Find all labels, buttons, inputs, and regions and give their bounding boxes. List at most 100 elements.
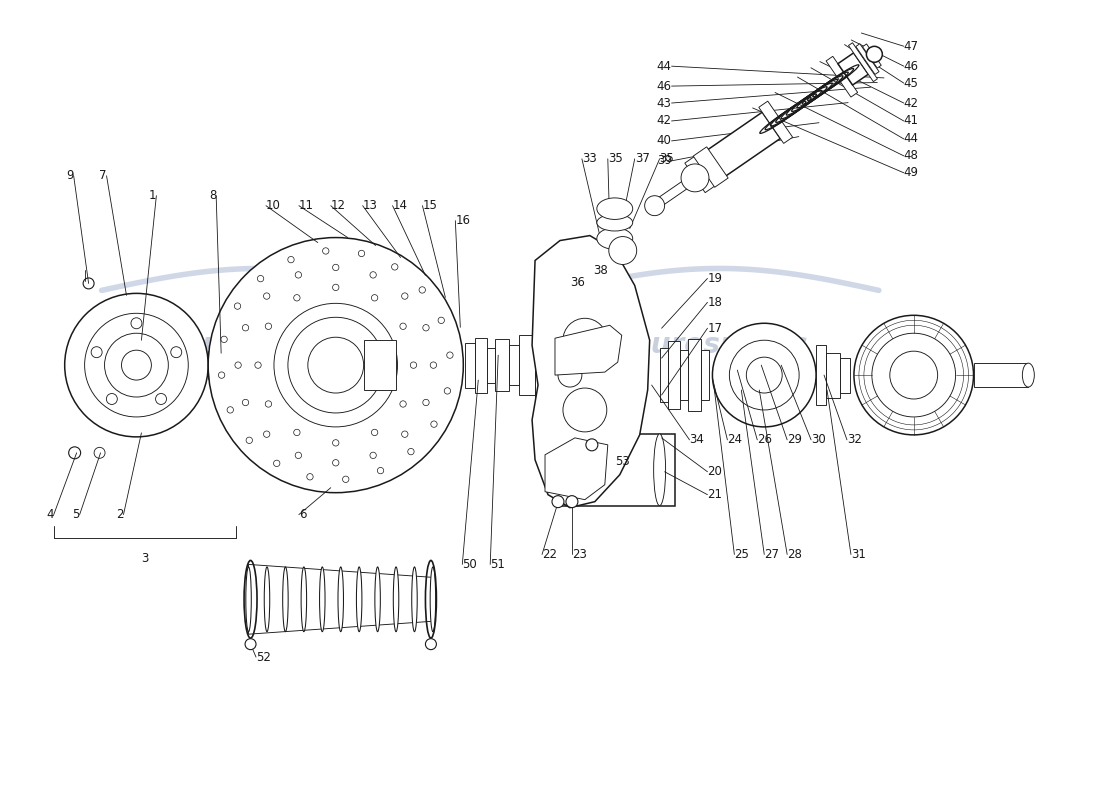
Text: 38: 38 xyxy=(593,264,608,277)
Circle shape xyxy=(219,372,224,378)
Circle shape xyxy=(308,338,364,393)
Polygon shape xyxy=(556,326,622,375)
Circle shape xyxy=(332,284,339,290)
Circle shape xyxy=(65,294,208,437)
Circle shape xyxy=(563,388,607,432)
Circle shape xyxy=(288,257,294,263)
Polygon shape xyxy=(856,44,879,74)
Circle shape xyxy=(419,286,426,293)
Ellipse shape xyxy=(301,567,307,632)
Circle shape xyxy=(121,350,152,380)
Text: 21: 21 xyxy=(707,488,723,501)
Circle shape xyxy=(400,323,406,330)
Text: 43: 43 xyxy=(657,97,672,110)
Circle shape xyxy=(265,401,272,407)
Ellipse shape xyxy=(597,198,632,219)
Ellipse shape xyxy=(411,567,417,632)
Text: 8: 8 xyxy=(209,190,217,202)
Circle shape xyxy=(890,351,937,399)
Ellipse shape xyxy=(1022,363,1034,387)
Text: 10: 10 xyxy=(266,199,280,212)
Text: eurospares: eurospares xyxy=(174,331,349,359)
Text: 46: 46 xyxy=(657,79,672,93)
Text: 12: 12 xyxy=(331,199,345,212)
Circle shape xyxy=(431,421,437,427)
Circle shape xyxy=(447,352,453,358)
Circle shape xyxy=(867,46,882,62)
Text: 36: 36 xyxy=(570,276,585,289)
Circle shape xyxy=(264,293,270,299)
Text: 15: 15 xyxy=(422,199,438,212)
Text: 42: 42 xyxy=(657,114,672,127)
Circle shape xyxy=(322,248,329,254)
Circle shape xyxy=(402,293,408,299)
Bar xyxy=(535,330,553,400)
Ellipse shape xyxy=(264,567,270,632)
Circle shape xyxy=(307,474,314,480)
Circle shape xyxy=(372,294,377,301)
Circle shape xyxy=(872,334,956,417)
Polygon shape xyxy=(532,235,650,508)
Text: 4: 4 xyxy=(46,508,54,521)
Bar xyxy=(840,358,850,393)
Text: 46: 46 xyxy=(904,60,918,73)
Circle shape xyxy=(372,430,377,436)
Text: 23: 23 xyxy=(572,548,586,561)
Polygon shape xyxy=(862,44,881,68)
Circle shape xyxy=(294,294,300,301)
Circle shape xyxy=(565,496,578,508)
Circle shape xyxy=(155,394,166,405)
Bar xyxy=(487,348,495,382)
Text: 39: 39 xyxy=(657,154,672,167)
Circle shape xyxy=(370,452,376,458)
Text: 48: 48 xyxy=(904,150,918,162)
Text: 28: 28 xyxy=(788,548,802,561)
Circle shape xyxy=(713,323,816,427)
Circle shape xyxy=(681,164,708,192)
Text: 49: 49 xyxy=(904,166,918,179)
Bar xyxy=(208,352,308,378)
Bar xyxy=(702,350,710,400)
Text: 26: 26 xyxy=(757,434,772,446)
Circle shape xyxy=(246,437,252,443)
Text: 33: 33 xyxy=(582,152,596,166)
Circle shape xyxy=(170,346,182,358)
Text: 53: 53 xyxy=(615,455,629,468)
Ellipse shape xyxy=(597,228,632,250)
Circle shape xyxy=(370,272,376,278)
Circle shape xyxy=(295,452,301,458)
Text: 5: 5 xyxy=(73,508,79,521)
Circle shape xyxy=(274,460,279,466)
Bar xyxy=(816,345,826,405)
Text: 51: 51 xyxy=(491,558,505,571)
Bar xyxy=(680,350,688,400)
Text: 40: 40 xyxy=(657,134,672,147)
Ellipse shape xyxy=(597,214,632,231)
Circle shape xyxy=(426,638,437,650)
Circle shape xyxy=(608,237,637,265)
Bar xyxy=(688,339,702,411)
Circle shape xyxy=(342,476,349,482)
Text: 50: 50 xyxy=(462,558,477,571)
Circle shape xyxy=(265,323,272,330)
Circle shape xyxy=(84,278,95,289)
Circle shape xyxy=(107,394,118,405)
Polygon shape xyxy=(848,42,878,82)
Bar xyxy=(261,346,270,384)
Circle shape xyxy=(208,238,463,493)
Text: eurospares: eurospares xyxy=(631,331,807,359)
Circle shape xyxy=(332,440,339,446)
Circle shape xyxy=(295,272,301,278)
Circle shape xyxy=(359,250,365,257)
Polygon shape xyxy=(838,53,868,85)
Circle shape xyxy=(257,275,264,282)
Text: 19: 19 xyxy=(707,272,723,285)
Circle shape xyxy=(392,264,398,270)
Circle shape xyxy=(552,496,564,508)
Polygon shape xyxy=(826,56,858,97)
Text: 25: 25 xyxy=(735,548,749,561)
Bar xyxy=(556,434,674,506)
Bar xyxy=(563,448,601,492)
Circle shape xyxy=(274,303,397,427)
Bar xyxy=(974,363,1028,387)
